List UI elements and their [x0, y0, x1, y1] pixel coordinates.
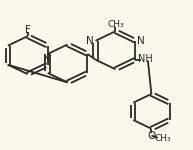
Text: N: N — [86, 36, 93, 46]
Text: CH₃: CH₃ — [155, 134, 171, 143]
Text: O: O — [147, 131, 156, 141]
Text: F: F — [25, 25, 30, 35]
Text: NH: NH — [138, 54, 153, 64]
Text: N: N — [137, 36, 145, 46]
Text: N: N — [43, 54, 51, 64]
Text: CH₃: CH₃ — [107, 20, 124, 29]
